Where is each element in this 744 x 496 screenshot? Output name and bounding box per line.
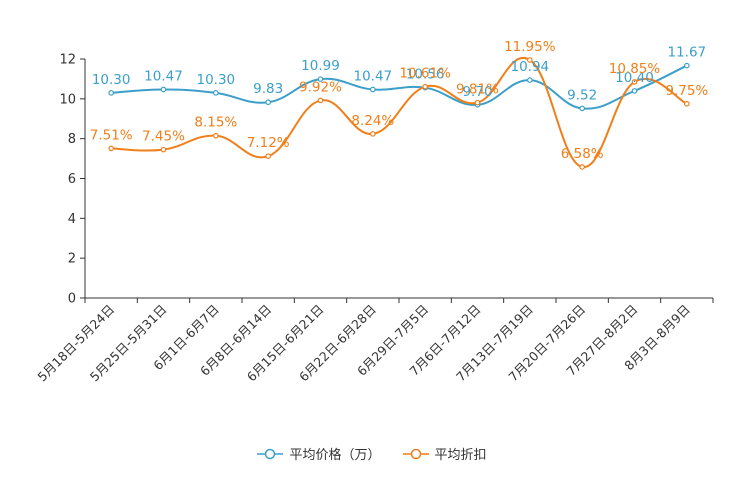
data-point-1-4: [317, 97, 324, 104]
chart-data-labels: 10.30 10.47 10.30 9.83 10.99 10.47 10.56 9.70 10…: [90, 39, 709, 162]
y-tick-label: 8: [68, 132, 76, 147]
y-tick-label: 0: [68, 292, 76, 307]
data-label-1-0: 7.51%: [90, 127, 133, 143]
data-point-1-0: [108, 145, 114, 152]
data-label-1-3: 7.12%: [247, 135, 290, 151]
legend-price-label: 平均价格（万）: [289, 448, 381, 463]
y-tick-label: 2: [68, 252, 76, 267]
data-point-0-5: [370, 86, 376, 93]
data-point-0-1: [160, 86, 167, 93]
y-tick-label: 10: [59, 92, 76, 107]
data-label-0-5: 10.47: [354, 68, 393, 84]
data-point-1-3: [265, 153, 271, 159]
chart-legend: 平均价格（万） 平均折扣: [0, 444, 744, 463]
data-label-0-8: 10.94: [511, 59, 550, 75]
legend-item-discount[interactable]: 平均折扣: [402, 444, 487, 463]
data-label-1-10: 10.85%: [609, 61, 661, 77]
data-point-1-11: [684, 101, 690, 107]
data-label-0-11: 11.67: [668, 45, 707, 61]
y-tick-label: 6: [68, 172, 76, 187]
data-point-0-4: [317, 76, 324, 82]
legend-discount-label: 平均折扣: [434, 448, 487, 463]
data-point-0-11: [684, 62, 690, 69]
data-label-1-7: 9.81%: [456, 82, 499, 98]
data-label-0-0: 10.30: [92, 72, 131, 88]
data-point-1-8: [527, 57, 533, 63]
series-line-1: [111, 56, 688, 168]
data-label-1-9: 6.58%: [561, 146, 604, 162]
data-label-1-6: 10.61%: [399, 66, 451, 82]
data-label-0-2: 10.30: [197, 72, 236, 88]
data-label-1-8: 11.95%: [504, 39, 556, 55]
data-label-0-3: 9.83: [253, 81, 283, 97]
data-label-1-4: 9.92%: [299, 79, 342, 95]
data-point-0-8: [527, 77, 533, 83]
y-tick-label: 4: [68, 212, 76, 227]
data-label-1-11: 9.75%: [665, 83, 708, 99]
data-point-1-1: [160, 146, 167, 153]
data-label-0-7: 9.70: [462, 84, 492, 100]
data-label-0-4: 10.99: [301, 58, 340, 74]
data-label-1-5: 8.24%: [351, 113, 394, 129]
data-point-0-0: [108, 90, 114, 96]
data-label-0-10: 10.40: [615, 70, 654, 86]
data-point-1-5: [370, 131, 376, 137]
legend-discount-marker-icon: [402, 448, 429, 459]
data-label-0-9: 9.52: [567, 87, 597, 103]
data-label-1-2: 8.15%: [194, 115, 237, 131]
y-tick-label: 12: [59, 53, 76, 68]
data-label-0-1: 10.47: [144, 68, 183, 84]
data-point-1-7: [474, 99, 481, 106]
data-point-1-2: [213, 132, 219, 139]
data-point-1-6: [422, 83, 428, 90]
data-point-1-9: [579, 164, 585, 170]
legend-price-marker-icon: [257, 448, 284, 459]
data-point-0-2: [213, 90, 219, 96]
data-point-1-10: [631, 79, 638, 85]
chart-series-points: [108, 57, 690, 170]
data-label-1-1: 7.45%: [142, 129, 185, 145]
legend-item-price[interactable]: 平均价格（万）: [257, 444, 381, 463]
data-point-0-3: [265, 99, 271, 106]
data-point-0-9: [579, 105, 585, 112]
data-label-0-6: 10.56: [406, 67, 445, 83]
data-point-0-10: [631, 88, 638, 94]
